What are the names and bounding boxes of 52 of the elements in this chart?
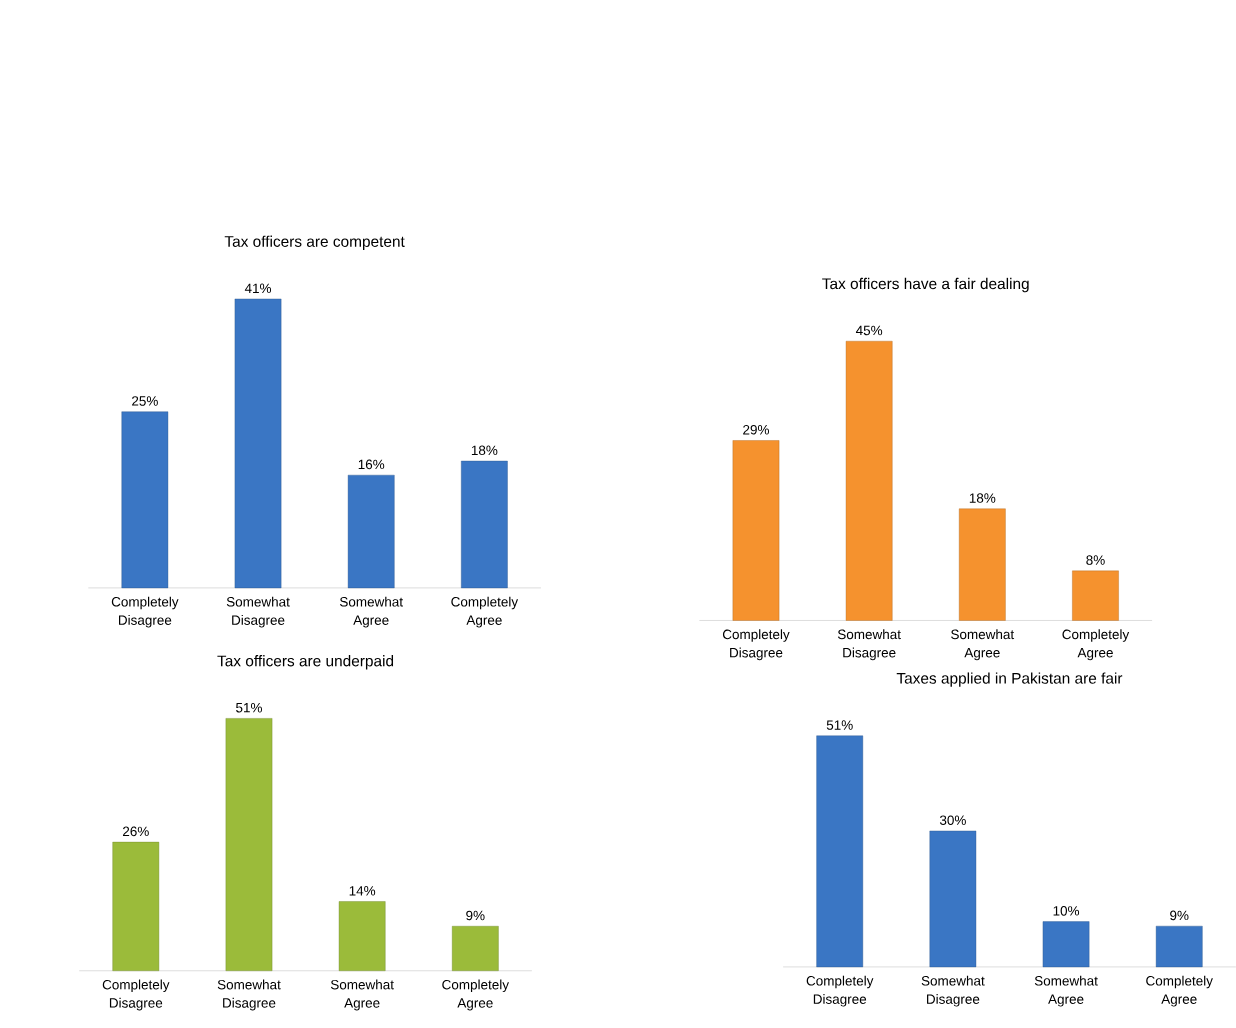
bar <box>816 735 864 968</box>
bar <box>1042 921 1090 968</box>
data-label: 51% <box>236 703 262 713</box>
data-label: 8% <box>1086 555 1105 566</box>
bar <box>112 842 160 972</box>
chart-title: Tax officers are competent <box>224 235 405 251</box>
x-tick-label: Completely Agree <box>451 596 519 628</box>
x-tick-label: Somewhat Agree <box>339 596 403 628</box>
x-tick-label: Completely Agree <box>442 979 509 1011</box>
bar <box>225 718 273 972</box>
data-label: 9% <box>1170 910 1189 921</box>
bar <box>338 901 386 972</box>
x-tick-label: Completely Disagree <box>806 975 874 1007</box>
chart-title: Tax officers have a fair dealing <box>822 278 1029 293</box>
data-label: 51% <box>826 720 853 730</box>
x-tick-label: Somewhat Disagree <box>921 975 985 1007</box>
bar <box>452 926 499 972</box>
data-label: 30% <box>939 815 966 826</box>
x-tick-label: Completely Agree <box>1062 629 1130 661</box>
bar <box>347 475 395 589</box>
x-tick-label: Somewhat Disagree <box>217 979 281 1011</box>
data-label: 41% <box>244 283 272 294</box>
data-label: 25% <box>132 396 158 406</box>
data-label: 45% <box>855 325 883 336</box>
chart-title: Taxes applied in Pakistan are fair <box>896 672 1123 687</box>
data-label: 14% <box>349 886 376 896</box>
bar <box>461 461 508 589</box>
x-tick-label: Completely Agree <box>1146 975 1213 1007</box>
x-tick-label: Completely Disagree <box>111 596 179 628</box>
bar <box>234 298 282 589</box>
data-label: 9% <box>466 910 485 921</box>
data-label: 18% <box>471 445 498 456</box>
bar <box>732 440 780 621</box>
bar <box>121 411 169 589</box>
data-label: 26% <box>122 826 149 837</box>
data-label: 10% <box>1053 906 1080 916</box>
x-tick-label: Somewhat Disagree <box>837 629 901 661</box>
bar <box>845 341 893 621</box>
data-label: 16% <box>358 459 385 470</box>
data-label: 29% <box>743 425 769 435</box>
bar <box>929 830 977 968</box>
bar <box>959 508 1006 621</box>
x-tick-label: Completely Disagree <box>102 979 170 1011</box>
x-tick-label: Somewhat Agree <box>951 629 1015 661</box>
chart-title: Tax officers are underpaid <box>217 655 394 670</box>
bar <box>1155 926 1203 968</box>
data-label: 18% <box>969 493 996 503</box>
x-tick-label: Somewhat Agree <box>1034 975 1098 1007</box>
x-tick-label: Somewhat Agree <box>330 979 394 1011</box>
x-tick-label: Completely Disagree <box>722 629 790 661</box>
x-tick-label: Somewhat Disagree <box>226 596 290 628</box>
bar <box>1072 570 1119 621</box>
